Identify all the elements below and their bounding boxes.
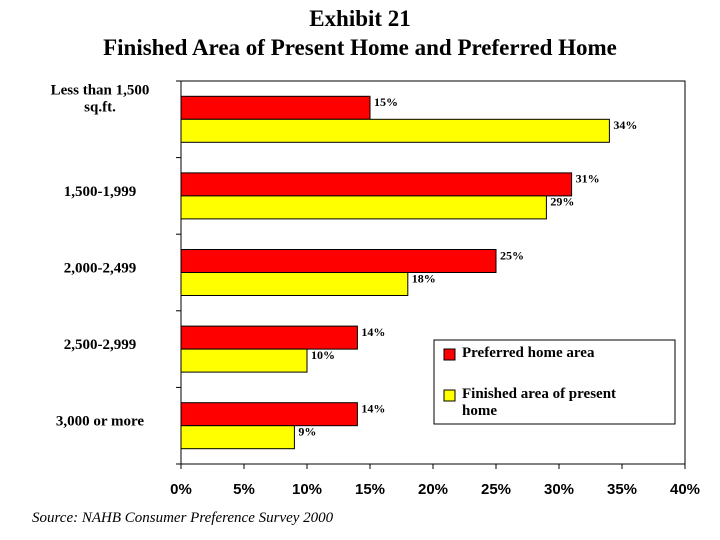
bars-group: 15% 34% 31%29% 25% 18% 14% 10% 14% 9% — [180, 95, 637, 450]
x-tick-label: 0% — [170, 481, 192, 498]
y-tick-label-line: 1,500-1,999 — [64, 184, 137, 200]
x-tick-label: 30% — [544, 481, 574, 498]
data-label: 29% — [550, 195, 574, 209]
data-label: 15% — [374, 95, 398, 109]
bar-present — [180, 272, 409, 296]
x-tick-label: 10% — [292, 481, 322, 498]
x-tick-label: 20% — [418, 481, 448, 498]
y-tick-label-line: sq.ft. — [84, 100, 116, 116]
y-tick-label: 2,500-2,999 — [64, 338, 137, 354]
legend-label-line: Finished area of present — [462, 386, 616, 402]
data-label: 18% — [412, 271, 436, 285]
legend-label: Preferred home area — [462, 345, 595, 361]
bar-present — [180, 425, 295, 450]
data-label: 25% — [500, 248, 524, 262]
y-tick-label-line: Less than 1,500 — [51, 83, 150, 99]
x-tick-label: 35% — [607, 481, 637, 498]
x-tick-label: 5% — [233, 481, 255, 498]
y-tick-label-line: 2,500-2,999 — [64, 338, 137, 354]
data-label: 34% — [613, 118, 637, 132]
chart-subtitle: Finished Area of Present Home and Prefer… — [103, 35, 617, 60]
axes-group: Less than 1,500 sq.ft. 1,500-1,999 2,000-2,… — [51, 80, 700, 498]
x-tick-label: 15% — [355, 481, 385, 498]
bar-preferred — [180, 95, 371, 120]
bar-present — [180, 195, 547, 220]
legend: Preferred home area Finished area of pres… — [433, 339, 676, 425]
legend-box — [433, 339, 676, 425]
legend-label: Finished area of present home — [462, 386, 616, 419]
legend-swatch — [443, 348, 456, 361]
bar-preferred — [180, 325, 358, 350]
y-tick-label: Less than 1,500 sq.ft. — [51, 83, 150, 116]
y-tick-label: 3,000 or more — [56, 414, 145, 430]
data-label: 10% — [311, 348, 335, 362]
y-tick-label: 1,500-1,999 — [64, 184, 137, 200]
data-label: 14% — [361, 325, 385, 339]
bar-preferred — [180, 172, 573, 197]
data-label: 14% — [361, 401, 385, 415]
y-tick-label-line: 3,000 or more — [56, 414, 145, 430]
legend-swatch — [443, 389, 456, 402]
legend-label-line: Preferred home area — [462, 345, 595, 361]
bar-preferred — [180, 249, 497, 273]
y-tick-label-line: 2,000-2,499 — [64, 261, 137, 277]
x-tick-label: 40% — [670, 481, 700, 498]
legend-label-line: home — [462, 403, 497, 419]
bar-present — [180, 348, 308, 373]
bar-present — [180, 118, 610, 143]
data-label: 31% — [576, 172, 600, 186]
y-tick-label: 2,000-2,499 — [64, 261, 137, 277]
x-tick-label: 25% — [481, 481, 511, 498]
chart-title: Exhibit 21 — [309, 6, 411, 31]
data-label: 9% — [298, 424, 316, 438]
bar-preferred — [180, 402, 358, 427]
chart-title-block: Exhibit 21 Finished Area of Present Home… — [0, 4, 720, 62]
source-note: Source: NAHB Consumer Preference Survey … — [32, 510, 334, 526]
